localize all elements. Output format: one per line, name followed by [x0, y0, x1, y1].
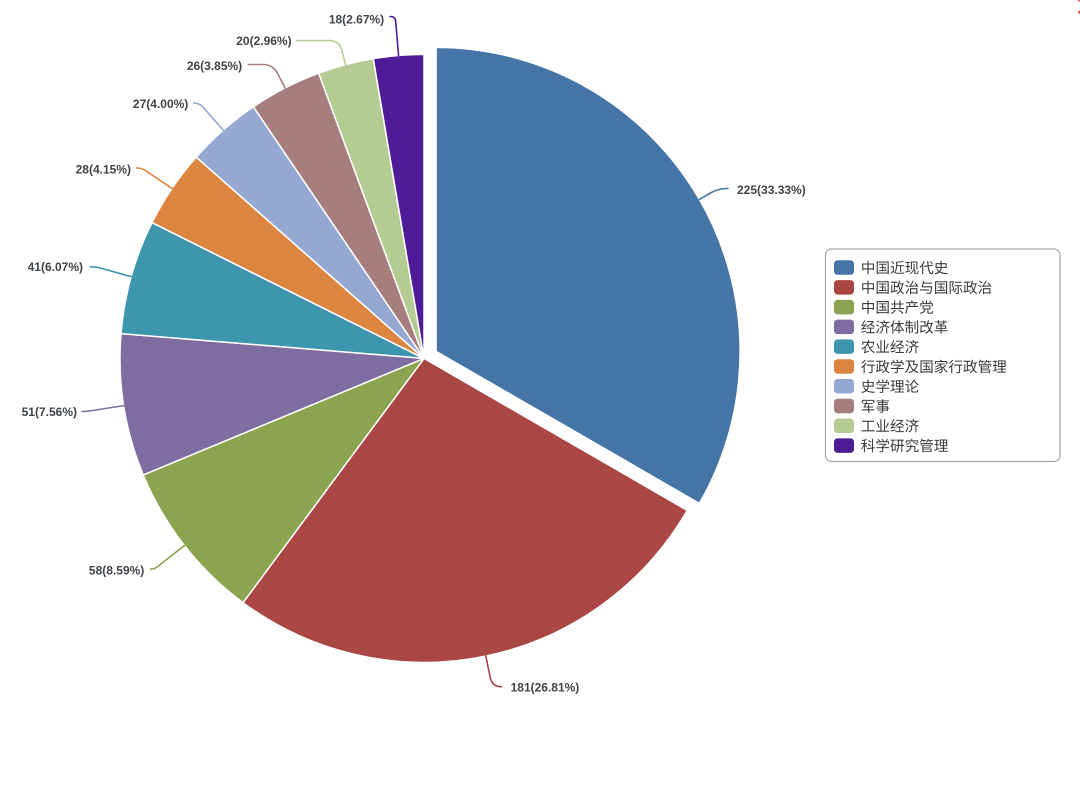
svg-text:225(33.33%): 225(33.33%): [737, 183, 806, 197]
svg-text:18(2.67%): 18(2.67%): [329, 12, 384, 26]
svg-text:28(4.15%): 28(4.15%): [76, 162, 131, 176]
svg-text:26(3.85%): 26(3.85%): [187, 59, 242, 73]
svg-text:20(2.96%): 20(2.96%): [236, 34, 291, 48]
svg-text:27(4.00%): 27(4.00%): [133, 97, 188, 111]
svg-text:58(8.59%): 58(8.59%): [89, 564, 144, 578]
svg-text:41(6.07%): 41(6.07%): [28, 260, 83, 274]
svg-text:181(26.81%): 181(26.81%): [511, 680, 580, 694]
svg-text:51(7.56%): 51(7.56%): [22, 405, 77, 419]
